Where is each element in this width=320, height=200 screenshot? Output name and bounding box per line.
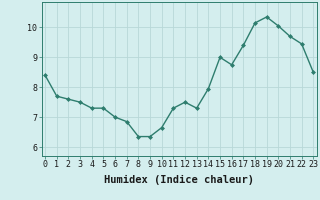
X-axis label: Humidex (Indice chaleur): Humidex (Indice chaleur): [104, 175, 254, 185]
